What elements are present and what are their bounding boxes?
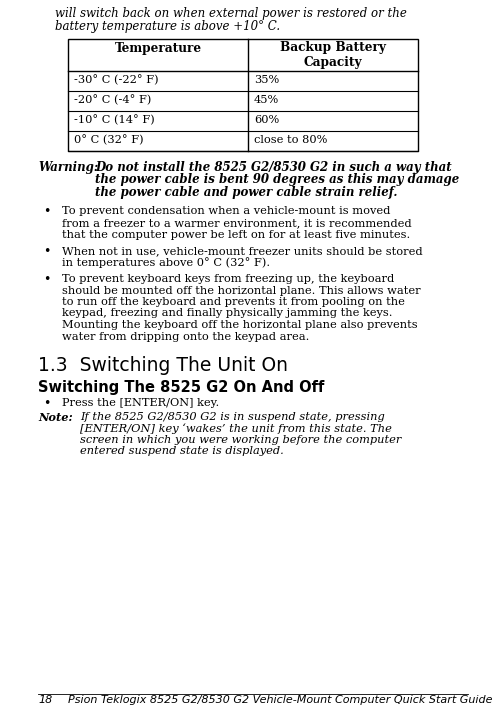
Text: Backup Battery
Capacity: Backup Battery Capacity	[280, 41, 386, 69]
Text: Temperature: Temperature	[114, 42, 202, 55]
Text: to run off the keyboard and prevents it from pooling on the: to run off the keyboard and prevents it …	[62, 297, 405, 307]
Text: -20° C (-4° F): -20° C (-4° F)	[74, 95, 152, 105]
Text: Do not install the 8525 G2/8530 G2 in such a way that: Do not install the 8525 G2/8530 G2 in su…	[95, 161, 452, 174]
Text: close to 80%: close to 80%	[254, 135, 328, 145]
Text: •: •	[43, 397, 51, 410]
Text: from a freezer to a warmer environment, it is recommended: from a freezer to a warmer environment, …	[62, 218, 412, 228]
Text: -10° C (14° F): -10° C (14° F)	[74, 115, 155, 125]
Text: keypad, freezing and finally physically jamming the keys.: keypad, freezing and finally physically …	[62, 308, 392, 318]
Text: should be mounted off the horizontal plane. This allows water: should be mounted off the horizontal pla…	[62, 285, 420, 295]
Text: Warning:: Warning:	[38, 161, 98, 174]
Text: in temperatures above 0° C (32° F).: in temperatures above 0° C (32° F).	[62, 257, 270, 268]
Text: screen in which you were working before the computer: screen in which you were working before …	[80, 435, 402, 445]
Text: 1.3  Switching The Unit On: 1.3 Switching The Unit On	[38, 356, 288, 375]
Text: When not in use, vehicle-mount freezer units should be stored: When not in use, vehicle-mount freezer u…	[62, 246, 422, 256]
Bar	[68, 39, 418, 151]
Text: 45%: 45%	[254, 95, 279, 105]
Text: water from dripping onto the keypad area.: water from dripping onto the keypad area…	[62, 331, 310, 341]
Text: that the computer power be left on for at least five minutes.: that the computer power be left on for a…	[62, 229, 410, 239]
Text: •: •	[43, 245, 51, 258]
Text: Psion Teklogix 8525 G2/8530 G2 Vehicle-Mount Computer Quick Start Guide: Psion Teklogix 8525 G2/8530 G2 Vehicle-M…	[68, 695, 492, 705]
Text: battery temperature is above +10° C.: battery temperature is above +10° C.	[55, 20, 280, 33]
Text: 0° C (32° F): 0° C (32° F)	[74, 135, 144, 146]
Text: •: •	[43, 206, 51, 219]
Text: entered suspend state is displayed.: entered suspend state is displayed.	[80, 447, 284, 457]
Text: Mounting the keyboard off the horizontal plane also prevents: Mounting the keyboard off the horizontal…	[62, 320, 418, 330]
Text: [ENTER/ON] key ‘wakes’ the unit from this state. The: [ENTER/ON] key ‘wakes’ the unit from thi…	[80, 424, 392, 435]
Text: 60%: 60%	[254, 115, 279, 125]
Text: Press the [ENTER/ON] key.: Press the [ENTER/ON] key.	[62, 398, 219, 408]
Text: Note:: Note:	[38, 412, 73, 423]
Text: If the 8525 G2/8530 G2 is in suspend state, pressing: If the 8525 G2/8530 G2 is in suspend sta…	[80, 412, 385, 422]
Text: the power cable is bent 90 degrees as this may damage: the power cable is bent 90 degrees as th…	[95, 174, 459, 186]
Text: 18: 18	[38, 695, 52, 705]
Text: 35%: 35%	[254, 75, 279, 85]
Text: the power cable and power cable strain relief.: the power cable and power cable strain r…	[95, 186, 398, 199]
Text: Switching The 8525 G2 On And Off: Switching The 8525 G2 On And Off	[38, 380, 325, 395]
Text: To prevent keyboard keys from freezing up, the keyboard: To prevent keyboard keys from freezing u…	[62, 274, 394, 284]
Text: To prevent condensation when a vehicle-mount is moved: To prevent condensation when a vehicle-m…	[62, 206, 390, 217]
Text: -30° C (-22° F): -30° C (-22° F)	[74, 75, 158, 85]
Text: •: •	[43, 273, 51, 286]
Text: will switch back on when external power is restored or the: will switch back on when external power …	[55, 7, 407, 20]
